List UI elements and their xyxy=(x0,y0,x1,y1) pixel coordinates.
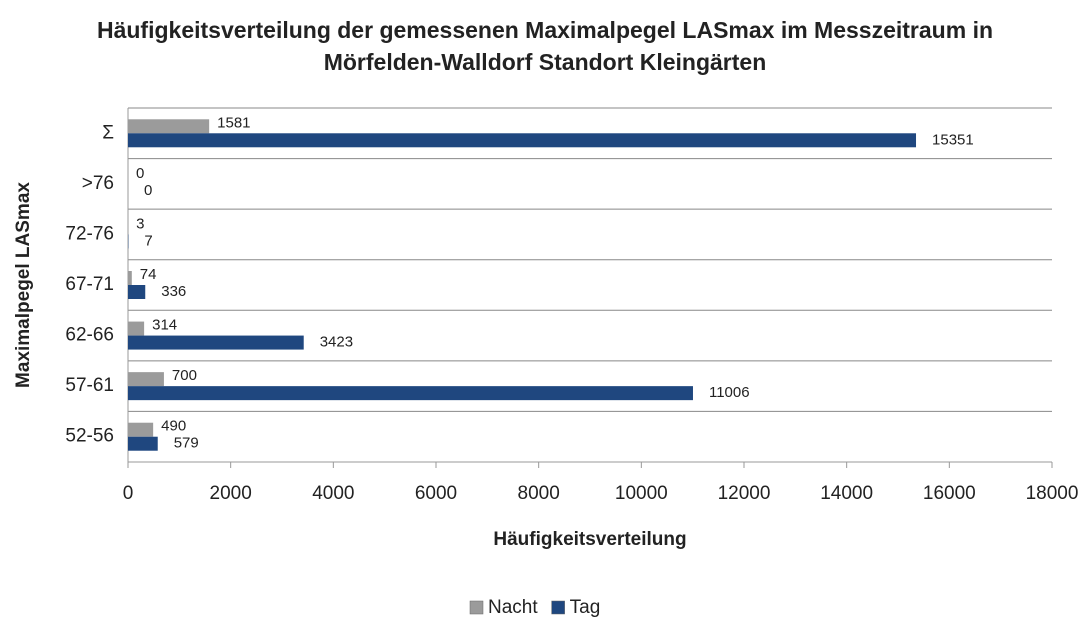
value-label: 0 xyxy=(144,182,152,199)
x-tick-label: 12000 xyxy=(718,483,771,504)
chart-title: Häufigkeitsverteilung der gemessenen Max… xyxy=(96,17,994,75)
y-tick-label: 52-56 xyxy=(65,426,114,447)
x-tick-label: 2000 xyxy=(210,483,252,504)
x-tick-label: 18000 xyxy=(1026,483,1079,504)
y-tick-label: 72-76 xyxy=(65,223,114,244)
bar xyxy=(128,386,693,401)
y-tick-label: 62-66 xyxy=(65,325,114,346)
bar xyxy=(128,422,154,437)
y-tick-label: Σ xyxy=(102,122,114,143)
value-label: 11006 xyxy=(709,384,750,401)
bar xyxy=(128,271,132,285)
x-tick-label: 0 xyxy=(123,483,134,504)
legend-swatch xyxy=(469,600,484,615)
bar xyxy=(128,285,146,299)
value-label: 490 xyxy=(161,418,186,435)
x-tick-label: 16000 xyxy=(923,483,976,504)
value-label: 15351 xyxy=(932,131,974,148)
bar xyxy=(128,119,210,134)
x-tick-label: 6000 xyxy=(415,483,457,504)
value-label: 1581 xyxy=(217,114,250,131)
value-label: 3 xyxy=(136,215,144,232)
x-tick-label: 8000 xyxy=(518,483,560,504)
legend-label: Nacht xyxy=(488,597,538,618)
value-label: 74 xyxy=(140,266,157,283)
bar xyxy=(128,335,304,350)
bar xyxy=(128,133,917,148)
value-label: 0 xyxy=(136,165,144,182)
value-label: 336 xyxy=(161,283,186,300)
x-axis-title: Häufigkeitsverteilung xyxy=(493,529,686,550)
legend-swatch xyxy=(551,600,565,615)
value-label: 3423 xyxy=(320,334,353,351)
value-label: 579 xyxy=(174,435,199,452)
y-axis-title: Maximalpegel LASmax xyxy=(13,182,34,388)
bar xyxy=(128,321,145,336)
value-label: 7 xyxy=(144,232,152,249)
x-tick-label: 4000 xyxy=(312,483,354,504)
bar xyxy=(128,372,164,387)
legend-label: Tag xyxy=(570,597,601,618)
y-tick-label: >76 xyxy=(82,173,114,194)
x-tick-label: 10000 xyxy=(615,483,668,504)
bar xyxy=(128,436,158,451)
y-tick-label: 67-71 xyxy=(65,274,114,295)
x-tick-label: 14000 xyxy=(820,483,873,504)
y-tick-label: 57-61 xyxy=(65,375,114,396)
value-label: 314 xyxy=(152,317,177,334)
value-label: 700 xyxy=(172,367,197,384)
